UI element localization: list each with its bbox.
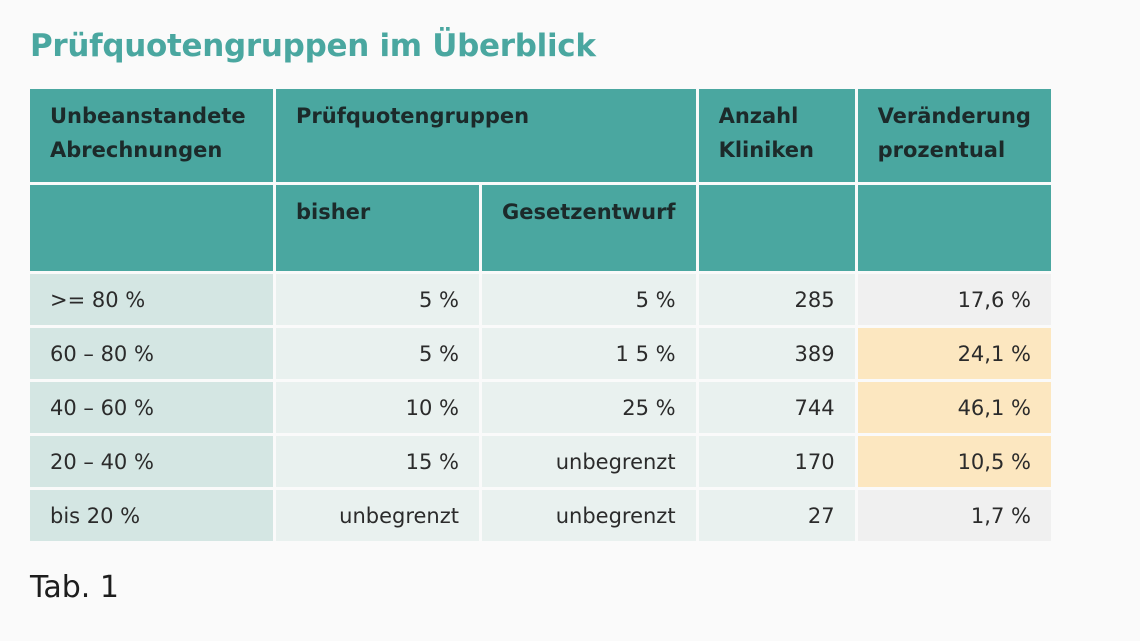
cell-bisher: unbegrenzt <box>276 490 479 541</box>
cell-range: 40 – 60 % <box>30 382 273 433</box>
header-pruefquotengruppen: Prüfquotengruppen <box>276 89 696 182</box>
cell-range: 60 – 80 % <box>30 328 273 379</box>
header-line: Kliniken <box>718 138 814 162</box>
cell-gesetzentwurf: 5 % <box>482 274 696 325</box>
cell-range: 20 – 40 % <box>30 436 273 487</box>
cell-veraenderung: 24,1 % <box>857 328 1051 379</box>
header-unbeanstandete-abrechnungen: Unbeanstandete Abrechnungen <box>30 89 273 182</box>
cell-anzahl-kliniken: 27 <box>698 490 855 541</box>
table-row: 20 – 40 % 15 % unbegrenzt 170 10,5 % <box>30 436 1051 487</box>
subheader-empty <box>698 185 855 271</box>
table-row: 60 – 80 % 5 % 1 5 % 389 24,1 % <box>30 328 1051 379</box>
header-line: Unbeanstandete <box>50 104 246 128</box>
header-anzahl-kliniken: Anzahl Kliniken <box>698 89 855 182</box>
header-line: Anzahl <box>718 104 799 128</box>
cell-veraenderung: 1,7 % <box>857 490 1051 541</box>
cell-anzahl-kliniken: 744 <box>698 382 855 433</box>
cell-anzahl-kliniken: 170 <box>698 436 855 487</box>
cell-anzahl-kliniken: 389 <box>698 328 855 379</box>
cell-veraenderung: 17,6 % <box>857 274 1051 325</box>
subheader-row: bisher Gesetzentwurf <box>30 185 1051 271</box>
table-body: >= 80 % 5 % 5 % 285 17,6 % 60 – 80 % 5 % 1 5 % 3… <box>30 274 1051 541</box>
cell-bisher: 5 % <box>276 328 479 379</box>
subheader-empty <box>857 185 1051 271</box>
cell-anzahl-kliniken: 285 <box>698 274 855 325</box>
header-line: Abrechnungen <box>50 138 223 162</box>
cell-veraenderung: 46,1 % <box>857 382 1051 433</box>
page-title: Prüfquotengruppen im Überblick <box>30 28 596 64</box>
subheader-bisher: bisher <box>276 185 479 271</box>
cell-bisher: 15 % <box>276 436 479 487</box>
header-line: prozentual <box>877 138 1006 162</box>
cell-veraenderung: 10,5 % <box>857 436 1051 487</box>
cell-bisher: 10 % <box>276 382 479 433</box>
table-row: 40 – 60 % 10 % 25 % 744 46,1 % <box>30 382 1051 433</box>
cell-gesetzentwurf: 25 % <box>482 382 696 433</box>
header-line: Veränderung <box>877 104 1031 128</box>
cell-gesetzentwurf: 1 5 % <box>482 328 696 379</box>
cell-gesetzentwurf: unbegrenzt <box>482 436 696 487</box>
header-row: Unbeanstandete Abrechnungen Prüfquotengr… <box>30 89 1051 182</box>
table-caption: Tab. 1 <box>30 570 119 605</box>
cell-range: >= 80 % <box>30 274 273 325</box>
pruefquoten-table: Unbeanstandete Abrechnungen Prüfquotengr… <box>27 86 1054 544</box>
table-row: bis 20 % unbegrenzt unbegrenzt 27 1,7 % <box>30 490 1051 541</box>
table-row: >= 80 % 5 % 5 % 285 17,6 % <box>30 274 1051 325</box>
subheader-empty <box>30 185 273 271</box>
header-veraenderung-prozentual: Veränderung prozentual <box>857 89 1051 182</box>
cell-range: bis 20 % <box>30 490 273 541</box>
cell-gesetzentwurf: unbegrenzt <box>482 490 696 541</box>
subheader-gesetzentwurf: Gesetzentwurf <box>482 185 696 271</box>
cell-bisher: 5 % <box>276 274 479 325</box>
